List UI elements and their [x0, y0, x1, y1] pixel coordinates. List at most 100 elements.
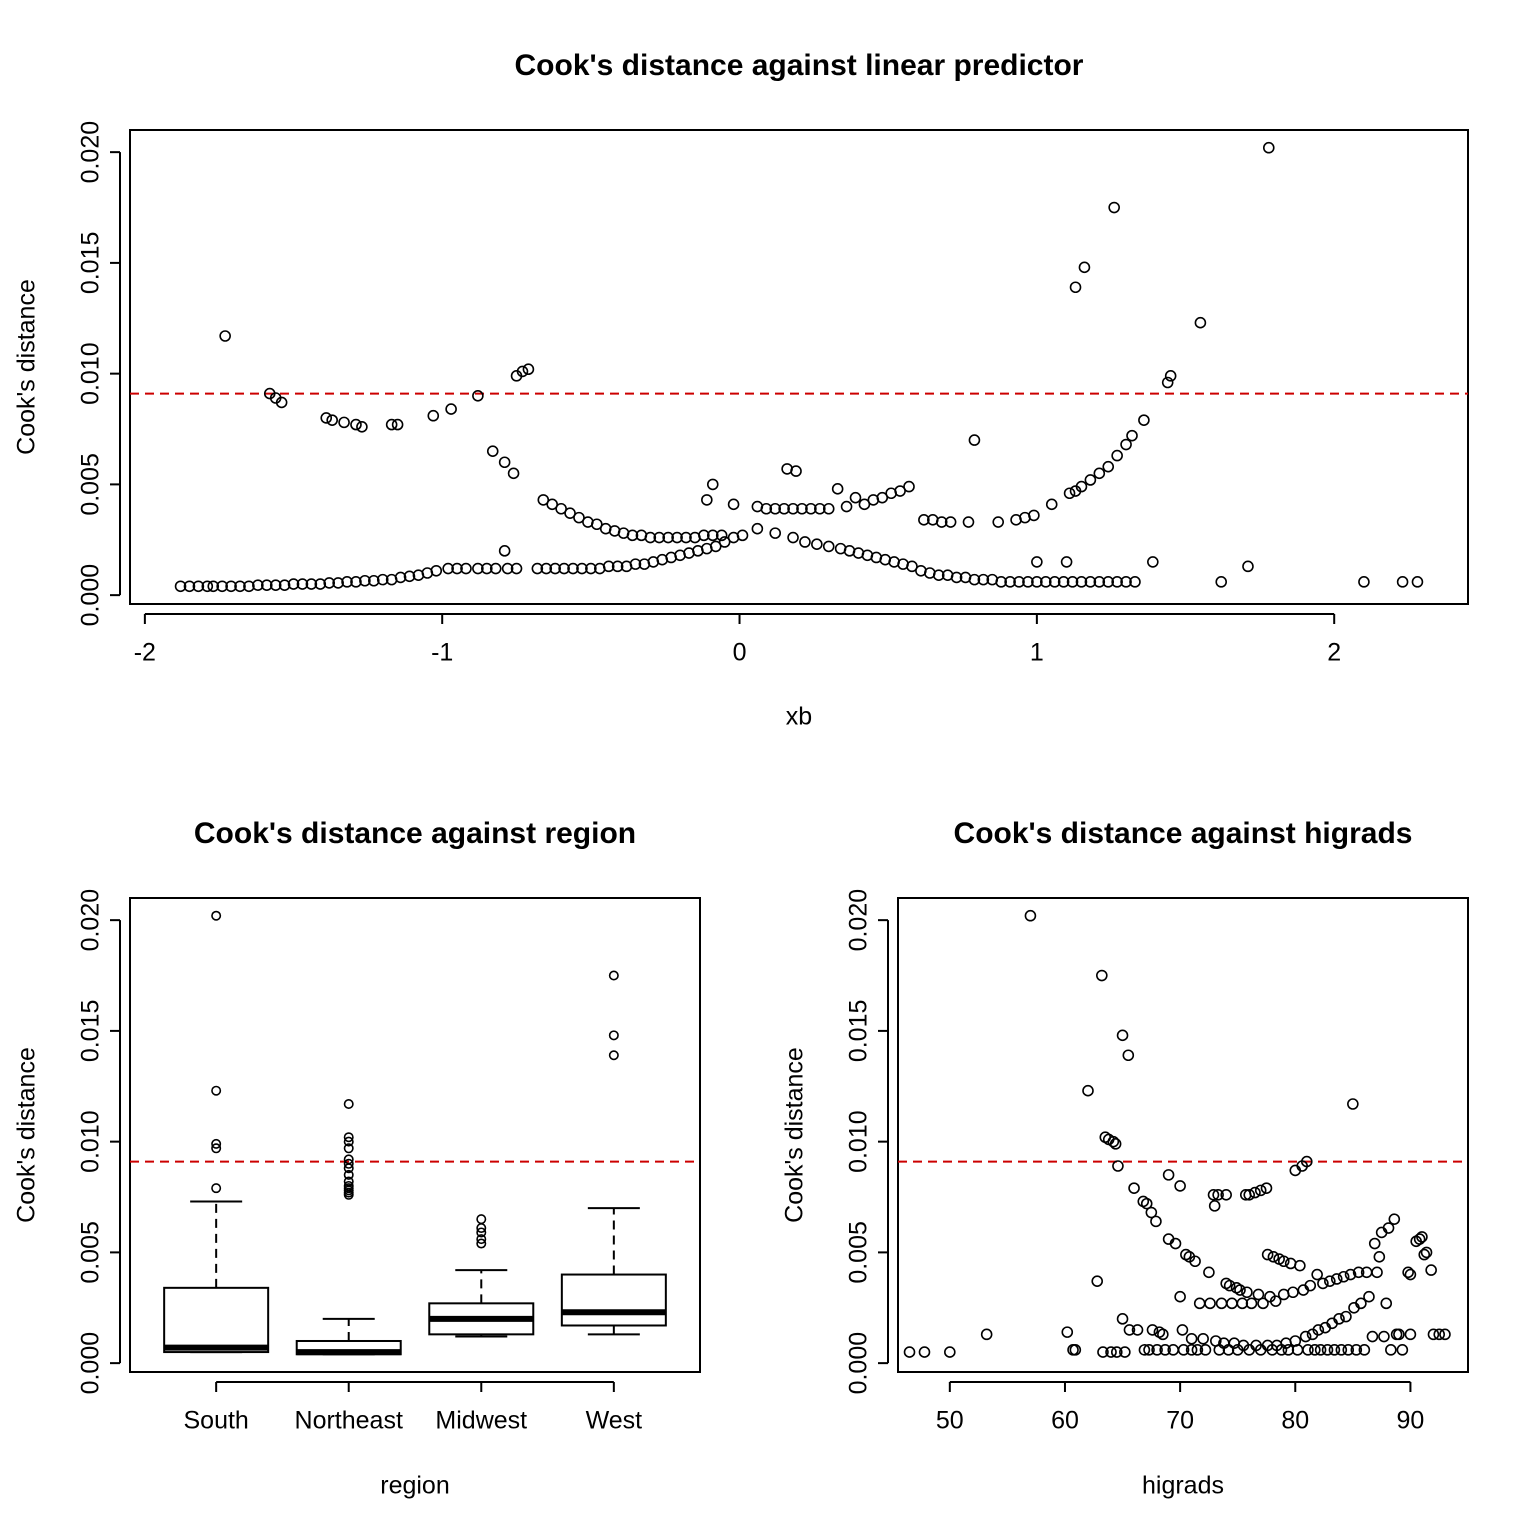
data-point	[174, 580, 187, 593]
data-point	[602, 560, 615, 573]
data-point	[671, 531, 683, 544]
data-point	[706, 478, 719, 491]
x-tick-label: 60	[1051, 1407, 1079, 1435]
data-point	[1425, 1264, 1437, 1276]
outlier-point	[211, 1085, 222, 1096]
x-tick-label: 80	[1281, 1407, 1309, 1435]
data-point	[1267, 1251, 1280, 1263]
data-point	[1245, 1297, 1258, 1310]
data-point	[1120, 576, 1132, 588]
data-point	[1159, 1344, 1171, 1356]
data-point	[1249, 1186, 1261, 1199]
x-tick-label: 1	[1030, 639, 1044, 667]
data-point	[1260, 1182, 1273, 1194]
data-point	[1299, 1330, 1312, 1343]
box-south	[163, 1286, 270, 1354]
data-point	[944, 516, 957, 528]
data-point	[1069, 281, 1082, 294]
data-point	[338, 416, 350, 429]
data-point	[1396, 1344, 1409, 1356]
data-point	[326, 414, 338, 426]
data-point	[260, 579, 273, 591]
data-point	[715, 529, 728, 542]
data-point	[1024, 909, 1037, 922]
data-point	[1294, 1259, 1306, 1272]
data-point	[918, 514, 930, 526]
data-point	[1355, 1297, 1367, 1310]
data-point	[1404, 1328, 1417, 1341]
outlier-point	[476, 1234, 487, 1245]
data-point	[701, 494, 713, 506]
data-point	[935, 516, 948, 528]
chart-panel-region: Cook's distance against region region Co…	[13, 817, 701, 1500]
data-point	[1045, 498, 1058, 511]
data-point	[626, 529, 639, 542]
data-point	[350, 576, 362, 588]
data-point	[980, 1328, 993, 1341]
data-point	[1416, 1231, 1428, 1243]
x-axis-label: region	[380, 1472, 450, 1500]
data-point	[1226, 1297, 1238, 1310]
data-point	[903, 480, 915, 493]
data-point	[341, 576, 353, 588]
data-point	[1413, 1233, 1426, 1245]
data-point	[332, 577, 344, 589]
data-point	[1063, 487, 1076, 500]
data-point	[1242, 560, 1254, 573]
data-point	[1028, 509, 1040, 522]
data-point	[1069, 1344, 1082, 1356]
data-point	[540, 562, 553, 575]
data-point	[1022, 576, 1034, 588]
y-tick-label: 0.000	[77, 1332, 105, 1395]
data-point	[1208, 1200, 1221, 1212]
data-point	[296, 578, 309, 590]
data-point	[760, 502, 773, 515]
data-point	[1084, 474, 1097, 486]
data-point	[1185, 1344, 1198, 1356]
outlier-point	[211, 1183, 222, 1194]
y-tick-label: 0.010	[77, 1110, 105, 1173]
data-point	[968, 573, 981, 586]
data-point	[769, 527, 782, 539]
x-tick-label: 50	[936, 1407, 964, 1435]
data-point	[287, 578, 300, 590]
data-point	[1358, 1344, 1371, 1356]
data-point	[460, 562, 472, 575]
data-point	[1215, 1297, 1228, 1310]
data-point	[1031, 576, 1043, 588]
data-point	[1241, 1286, 1253, 1299]
plot-frame	[129, 897, 701, 1373]
data-point	[1093, 467, 1106, 480]
data-point	[1191, 1344, 1204, 1356]
data-point	[501, 562, 514, 575]
data-point	[736, 529, 749, 542]
data-point	[1328, 1344, 1341, 1356]
data-point	[1119, 1346, 1131, 1358]
data-point	[1402, 1266, 1414, 1279]
chart-panel-higrads: Cook's distance against higrads higrads …	[781, 817, 1469, 1500]
data-point	[549, 562, 561, 575]
data-point	[1300, 1155, 1313, 1168]
data-point	[278, 579, 291, 591]
data-point	[962, 516, 975, 528]
data-point	[1207, 1189, 1220, 1201]
y-tick-label: 0.000	[77, 564, 105, 627]
data-point	[576, 562, 588, 575]
plot-frame	[897, 897, 1469, 1373]
data-point	[1342, 1344, 1355, 1356]
chart-title: Cook's distance against region	[194, 817, 636, 850]
data-point	[1396, 576, 1409, 588]
data-point	[442, 562, 454, 575]
data-point	[1382, 1222, 1395, 1234]
data-point	[1145, 1206, 1158, 1219]
data-point	[653, 531, 666, 544]
x-axis-label: xb	[786, 703, 812, 731]
data-point	[1151, 1344, 1163, 1356]
data-point	[305, 578, 318, 590]
data-point	[1350, 1344, 1363, 1356]
data-point	[472, 562, 484, 575]
outlier-point	[608, 1050, 619, 1061]
outlier-point	[608, 1030, 619, 1041]
data-point	[1164, 370, 1177, 382]
data-point	[1380, 1297, 1393, 1310]
